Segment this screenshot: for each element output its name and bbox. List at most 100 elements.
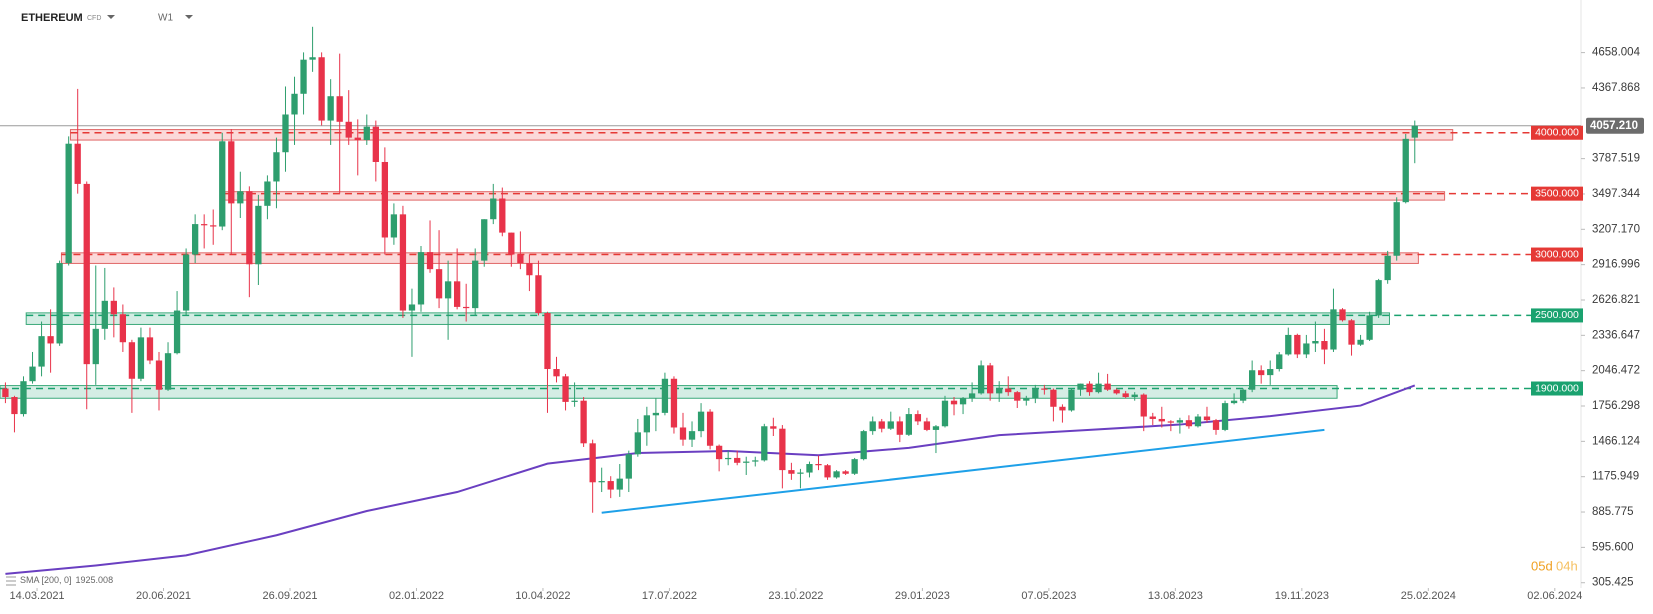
candle-body xyxy=(1375,280,1382,316)
candle-body xyxy=(345,121,352,138)
candle-body xyxy=(1230,400,1238,404)
candle-body xyxy=(318,57,325,121)
candle-body xyxy=(255,205,262,265)
y-tick-label: 885.775 xyxy=(1592,506,1634,518)
candle-body xyxy=(1258,370,1265,376)
y-tick-label: 1756.298 xyxy=(1592,400,1640,412)
candle-body xyxy=(381,161,389,238)
candle-body xyxy=(788,470,795,474)
candle-body xyxy=(1068,389,1075,411)
candle-body xyxy=(1158,418,1165,422)
interval-dropdown[interactable] xyxy=(185,15,193,19)
candle-body xyxy=(1339,309,1346,321)
candle-body xyxy=(1077,383,1084,390)
candle-body xyxy=(490,198,497,220)
candle-body xyxy=(463,306,470,309)
candle-body xyxy=(688,431,696,440)
candle-body xyxy=(426,252,434,270)
level-label: 3500.000 xyxy=(1535,187,1579,199)
candle-body xyxy=(752,460,759,462)
x-tick-label: 02.06.2024 xyxy=(1527,590,1582,602)
candle-body xyxy=(824,465,831,478)
candle-body xyxy=(173,310,181,354)
candle-body xyxy=(327,96,334,121)
candle-body xyxy=(20,381,27,415)
candle-body xyxy=(38,336,45,367)
candle-body xyxy=(1239,389,1247,401)
candle-body xyxy=(155,360,163,390)
candle-body xyxy=(128,342,136,379)
y-tick-label: 2626.821 xyxy=(1592,294,1640,306)
candle-body xyxy=(625,454,632,479)
level-zone xyxy=(69,129,1454,141)
symbol[interactable]: ETHEREUM xyxy=(21,12,83,24)
trend-line xyxy=(601,428,1325,514)
candle-body xyxy=(1122,393,1129,398)
x-tick-label: 02.01.2022 xyxy=(389,590,444,602)
level-zone xyxy=(25,312,1390,325)
sma-legend-name: SMA [200, 0] xyxy=(20,575,72,585)
x-tick-label: 26.09.2021 xyxy=(262,590,317,602)
x-tick-label: 13.08.2023 xyxy=(1148,590,1203,602)
interval[interactable]: W1 xyxy=(158,13,173,24)
level-label: 4000.000 xyxy=(1535,127,1579,139)
candle-body xyxy=(905,414,912,435)
y-tick-label: 305.425 xyxy=(1592,577,1634,589)
candle-body xyxy=(1221,403,1229,430)
candle-body xyxy=(1005,388,1012,393)
candle-body xyxy=(1249,370,1256,390)
candle-body xyxy=(643,415,651,433)
candle-body xyxy=(517,254,524,264)
candle-body xyxy=(417,252,425,305)
candle-body xyxy=(1366,315,1373,340)
level-label: 2500.000 xyxy=(1535,309,1579,321)
candle-body xyxy=(363,126,370,141)
candle-body xyxy=(110,300,117,315)
candle-body xyxy=(453,281,461,307)
candle-body xyxy=(1393,202,1400,256)
candle-body xyxy=(1041,388,1048,390)
sma-icon xyxy=(6,576,16,586)
level-label-box xyxy=(1531,381,1583,396)
candle-body xyxy=(1032,388,1039,399)
candle-body xyxy=(1312,341,1319,344)
y-tick-label: 4367.868 xyxy=(1592,82,1640,94)
candle-body xyxy=(119,314,127,343)
candle-body xyxy=(761,426,768,461)
x-tick-label: 23.10.2022 xyxy=(768,590,823,602)
candle-body xyxy=(1194,416,1202,427)
candle-body xyxy=(743,461,750,463)
candle-body xyxy=(1348,320,1355,345)
candle-body xyxy=(219,141,226,227)
candle-body xyxy=(670,378,678,428)
candle-body xyxy=(571,400,578,402)
symbol-dropdown[interactable] xyxy=(107,15,115,19)
candle-body xyxy=(182,254,190,311)
candle-body xyxy=(923,421,931,430)
candle-body xyxy=(734,457,741,463)
x-tick-label: 10.04.2022 xyxy=(515,590,570,602)
candle-body xyxy=(616,478,623,490)
candle-body xyxy=(706,411,714,446)
y-tick-label: 2916.996 xyxy=(1592,259,1640,271)
x-tick-label: 25.02.2024 xyxy=(1401,590,1456,602)
candle-body xyxy=(833,471,840,478)
timer-hours: 04h xyxy=(1556,558,1578,573)
level-label-box xyxy=(1531,186,1583,201)
candle-body xyxy=(472,260,479,309)
candle-body xyxy=(950,400,958,405)
candle-body xyxy=(56,263,63,344)
y-tick-label: 2046.472 xyxy=(1592,365,1640,377)
y-tick-label: 1175.949 xyxy=(1592,471,1639,483)
candle-body xyxy=(2,388,9,398)
y-tick-label: 1466.124 xyxy=(1592,435,1641,447)
candle-body xyxy=(300,59,307,94)
candle-body xyxy=(499,198,506,233)
level-zone xyxy=(60,252,1419,264)
x-tick-label: 14.03.2021 xyxy=(10,590,65,602)
candle-body xyxy=(661,378,669,413)
candle-body xyxy=(797,472,804,474)
candle-body xyxy=(968,393,976,399)
candle-body xyxy=(11,397,18,415)
